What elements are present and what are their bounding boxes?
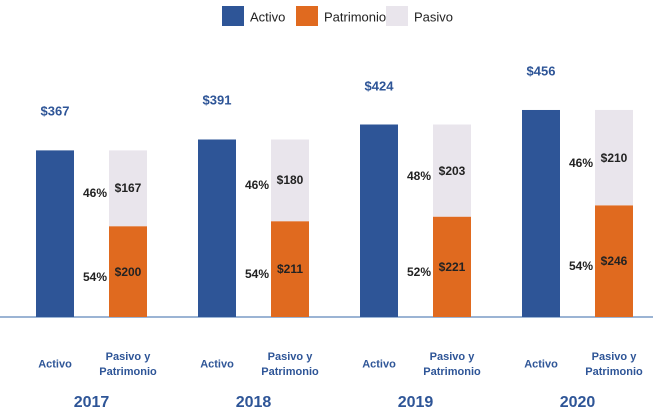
x-tick-label: Activo bbox=[200, 358, 234, 371]
bar-segment bbox=[271, 139, 309, 222]
value-label: $246 bbox=[600, 254, 628, 269]
value-label: $456 bbox=[526, 63, 556, 79]
share-label: 54% bbox=[244, 267, 270, 282]
value-label: $167 bbox=[114, 181, 142, 196]
share-label: 46% bbox=[568, 155, 594, 170]
year-label: 2019 bbox=[397, 394, 434, 411]
value-label: $211 bbox=[276, 262, 304, 277]
legend-label: Pasivo bbox=[414, 9, 454, 25]
x-tick-label: Pasivo y Patrimonio bbox=[261, 351, 319, 378]
bar-segment bbox=[433, 124, 471, 217]
bar-segment bbox=[198, 139, 236, 317]
x-tick-label: Activo bbox=[38, 358, 72, 371]
legend-swatch bbox=[222, 6, 244, 26]
share-label: 46% bbox=[244, 178, 270, 193]
year-label: 2018 bbox=[235, 394, 272, 411]
value-label: $424 bbox=[364, 78, 394, 93]
year-label: 2020 bbox=[559, 394, 596, 411]
share-label: 46% bbox=[82, 186, 108, 201]
value-label: $180 bbox=[276, 173, 304, 188]
bar-segment bbox=[595, 109, 633, 206]
bar-segment bbox=[36, 150, 74, 317]
x-tick-label: Activo bbox=[524, 358, 558, 371]
value-label: $203 bbox=[438, 163, 466, 178]
value-label: $210 bbox=[600, 150, 628, 165]
bar-segment bbox=[109, 150, 147, 227]
x-tick-label: Pasivo y Patrimonio bbox=[423, 351, 481, 378]
year-label: 2017 bbox=[73, 394, 110, 411]
value-label: $367 bbox=[40, 103, 70, 119]
legend-label: Patrimonio bbox=[324, 9, 387, 25]
x-tick-label: Activo bbox=[362, 358, 396, 371]
value-label: $391 bbox=[202, 92, 232, 108]
bar-segment bbox=[433, 216, 471, 317]
x-tick-label: Pasivo y Patrimonio bbox=[99, 351, 157, 378]
share-label: 52% bbox=[406, 264, 432, 279]
share-label: 48% bbox=[406, 168, 432, 183]
legend-swatch bbox=[386, 6, 408, 26]
bar-segment bbox=[271, 221, 309, 317]
value-label: $221 bbox=[438, 259, 466, 274]
bar-segment bbox=[109, 226, 147, 317]
legend-label: Activo bbox=[250, 9, 286, 25]
value-label: $200 bbox=[114, 264, 142, 279]
legend-swatch bbox=[296, 6, 318, 26]
share-label: 54% bbox=[82, 269, 108, 284]
share-label: 54% bbox=[568, 259, 594, 274]
bar-segment bbox=[522, 109, 560, 317]
bar-segment bbox=[595, 205, 633, 317]
x-tick-label: Pasivo y Patrimonio bbox=[585, 351, 643, 378]
bar-segment bbox=[360, 124, 398, 317]
